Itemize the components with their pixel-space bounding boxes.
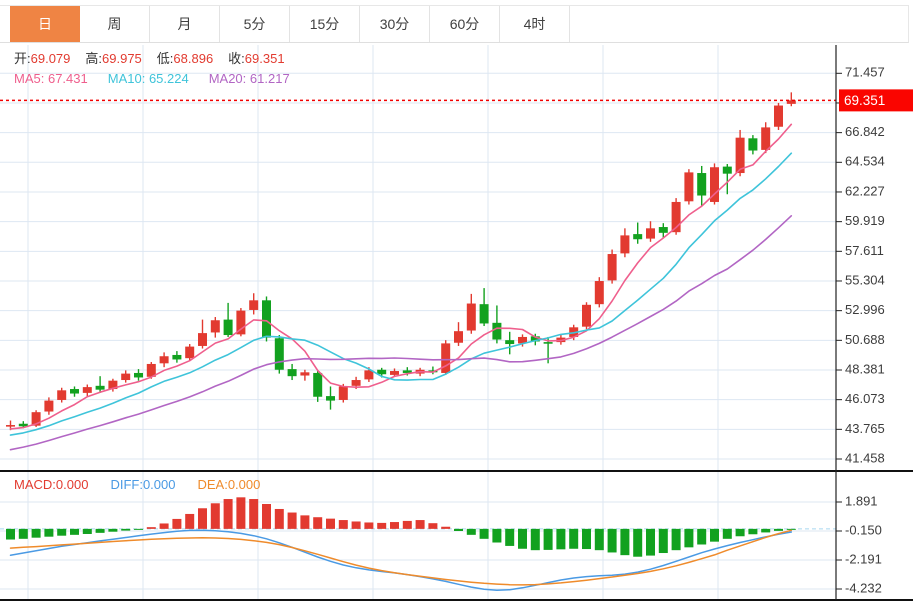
- svg-text:1.891: 1.891: [845, 493, 878, 508]
- tab-month[interactable]: 月: [150, 6, 220, 42]
- ma20-line: [9, 215, 793, 451]
- svg-text:71.457: 71.457: [845, 65, 885, 80]
- svg-text:57.611: 57.611: [845, 243, 884, 258]
- grid-lines: [0, 45, 836, 600]
- svg-text:50.688: 50.688: [845, 332, 885, 347]
- svg-text:-0.150: -0.150: [845, 522, 882, 537]
- dea-line: [9, 529, 793, 586]
- tab-day[interactable]: 日: [10, 6, 80, 42]
- tab-60min[interactable]: 60分: [430, 6, 500, 42]
- svg-text:-4.232: -4.232: [845, 580, 882, 595]
- macd-axis-labels: 1.891 -0.150 -2.191 -4.232: [836, 493, 882, 595]
- svg-text:43.765: 43.765: [845, 421, 885, 436]
- svg-text:41.458: 41.458: [845, 450, 885, 465]
- svg-text:48.381: 48.381: [845, 361, 885, 376]
- price-axis-labels: 71.457 66.842 64.534 62.227 59.919 57.611 55.3…: [836, 65, 885, 465]
- svg-text:66.842: 66.842: [845, 124, 885, 139]
- ma5-line: [9, 123, 793, 430]
- tab-4hour[interactable]: 4时: [500, 6, 570, 42]
- svg-text:-2.191: -2.191: [845, 551, 882, 566]
- tab-30min[interactable]: 30分: [360, 6, 430, 42]
- svg-text:52.996: 52.996: [845, 302, 885, 317]
- tab-15min[interactable]: 15分: [290, 6, 360, 42]
- svg-text:64.534: 64.534: [845, 154, 885, 169]
- svg-text:46.073: 46.073: [845, 391, 885, 406]
- ma10-line: [9, 152, 793, 436]
- svg-text:62.227: 62.227: [845, 183, 885, 198]
- svg-text:55.304: 55.304: [845, 272, 885, 287]
- tab-5min[interactable]: 5分: [220, 6, 290, 42]
- svg-text:59.919: 59.919: [845, 213, 885, 228]
- current-price-tag: 69.351: [839, 89, 913, 112]
- timeframe-tabs: 日 周 月 5分 15分 30分 60分 4时: [0, 5, 909, 43]
- macd-histogram: [6, 497, 796, 557]
- tab-week[interactable]: 周: [80, 6, 150, 42]
- svg-text:69.351: 69.351: [844, 93, 885, 108]
- panel-separator: [0, 470, 913, 472]
- bottom-border: [0, 599, 913, 601]
